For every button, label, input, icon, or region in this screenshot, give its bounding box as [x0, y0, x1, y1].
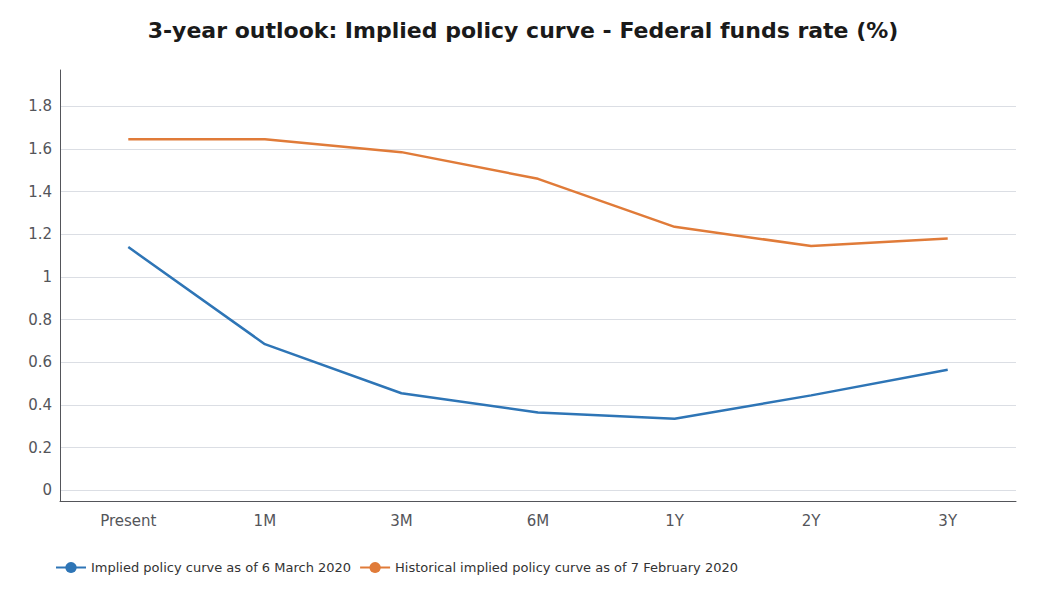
svg-text:2Y: 2Y	[802, 512, 822, 530]
svg-text:1Y: 1Y	[665, 512, 685, 530]
svg-text:Historical implied policy curv: Historical implied policy curve as of 7 …	[395, 560, 738, 575]
svg-text:3M: 3M	[390, 512, 413, 530]
svg-text:1.6: 1.6	[28, 140, 52, 158]
svg-text:0: 0	[42, 481, 52, 499]
svg-text:1.4: 1.4	[28, 183, 52, 201]
svg-text:0.6: 0.6	[28, 353, 52, 371]
svg-text:6M: 6M	[527, 512, 550, 530]
svg-text:Implied policy curve as of 6 M: Implied policy curve as of 6 March 2020	[91, 560, 351, 575]
svg-text:0.2: 0.2	[28, 439, 52, 457]
svg-text:3Y: 3Y	[938, 512, 958, 530]
svg-text:3-year outlook: Implied policy: 3-year outlook: Implied policy curve - F…	[148, 18, 899, 43]
svg-text:1M: 1M	[254, 512, 277, 530]
svg-text:0.8: 0.8	[28, 311, 52, 329]
svg-text:0.4: 0.4	[28, 396, 52, 414]
svg-text:1.8: 1.8	[28, 97, 52, 115]
svg-text:1: 1	[42, 268, 52, 286]
svg-text:1.2: 1.2	[28, 225, 52, 243]
svg-text:Present: Present	[100, 512, 156, 530]
